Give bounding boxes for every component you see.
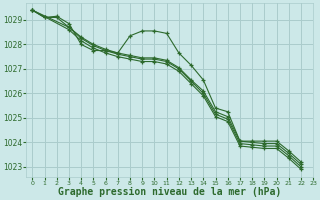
X-axis label: Graphe pression niveau de la mer (hPa): Graphe pression niveau de la mer (hPa) — [58, 187, 281, 197]
